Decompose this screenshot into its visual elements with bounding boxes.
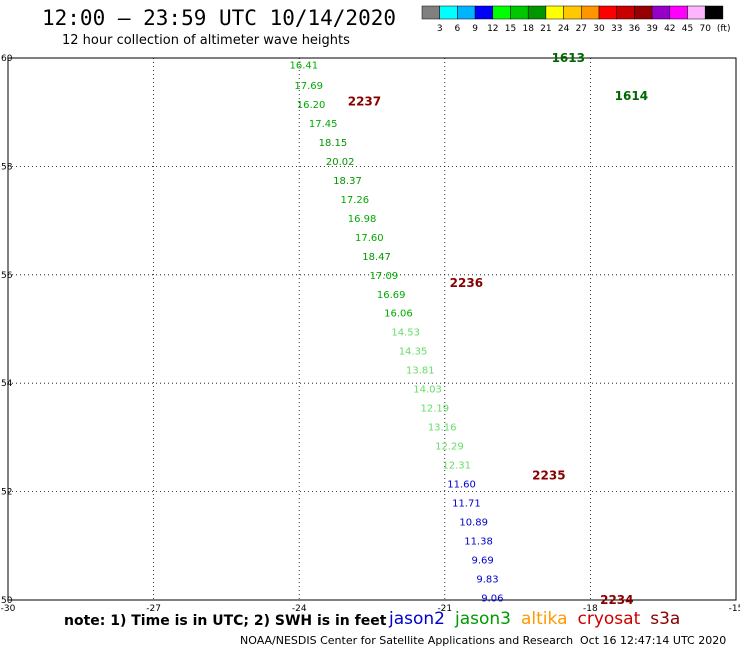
swh-data-label: 16.06 xyxy=(384,309,413,320)
chart-subtitle: 12 hour collection of altimeter wave hei… xyxy=(62,33,350,48)
colorbar-swatch xyxy=(581,5,600,20)
colorbar-swatch xyxy=(457,5,476,20)
colorbar-tick-label: 6 xyxy=(455,24,461,34)
swh-data-label: 17.45 xyxy=(309,119,338,130)
colorbar-tick-label: 36 xyxy=(629,24,641,34)
colorbar-swatch xyxy=(704,5,724,20)
swh-data-label: 11.38 xyxy=(464,536,493,547)
colorbar-swatch xyxy=(669,5,688,20)
legend-entry-cryosat: cryosat xyxy=(577,609,641,629)
pass-time-label: 2237 xyxy=(348,94,381,108)
swh-data-label: 13.81 xyxy=(406,366,435,377)
colorbar-tick-label: 18 xyxy=(522,24,534,34)
x-tick-label: -21 xyxy=(437,604,452,614)
y-tick-label: 58 xyxy=(1,162,13,172)
footer-note: note: 1) Time is in UTC; 2) SWH is in fe… xyxy=(64,613,387,629)
swh-data-label: 17.26 xyxy=(340,195,369,206)
legend-entry-jason3: jason3 xyxy=(455,609,511,629)
swh-data-label: 12.31 xyxy=(442,461,471,472)
colorbar-tick-label: 39 xyxy=(646,24,658,34)
legend-entry-altika: altika xyxy=(521,609,568,629)
colorbar-swatch xyxy=(492,5,511,20)
colorbar-tick-label: 24 xyxy=(558,24,570,34)
swh-data-label: 16.41 xyxy=(289,61,318,72)
y-tick-label: 54 xyxy=(1,379,13,389)
colorbar-tick-label: 30 xyxy=(593,24,605,34)
swh-data-label: 16.20 xyxy=(297,100,326,111)
pass-time-label: 1614 xyxy=(615,89,648,103)
footer-timestamp: Oct 16 12:47:14 UTC 2020 xyxy=(580,634,727,647)
footer-center: NOAA/NESDIS Center for Satellite Applica… xyxy=(240,634,574,647)
swh-data-label: 10.89 xyxy=(459,517,488,528)
legend-entry-s3a: s3a xyxy=(650,609,681,629)
colorbar-swatch xyxy=(439,5,458,20)
swh-data-label: 14.03 xyxy=(413,385,442,396)
chart-title: 12:00 – 23:59 UTC 10/14/2020 xyxy=(42,6,397,30)
pass-time-label: 1613 xyxy=(552,51,585,65)
swh-data-label: 14.35 xyxy=(399,347,428,358)
colorbar-tick-label: 42 xyxy=(664,24,675,34)
swh-data-label: 12.29 xyxy=(435,442,464,453)
colorbar-swatch xyxy=(474,5,494,20)
swh-data-label: 17.60 xyxy=(355,233,384,244)
colorbar-swatch xyxy=(527,5,547,20)
plot-frame xyxy=(7,57,737,601)
colorbar-tick-label: 12 xyxy=(487,24,498,34)
colorbar-tick-label: 15 xyxy=(505,24,516,34)
swh-data-label: 18.15 xyxy=(319,138,348,149)
swh-data-label: 12.19 xyxy=(421,404,450,415)
colorbar-unit: (ft) xyxy=(717,24,731,34)
y-tick-label: 56 xyxy=(1,271,13,281)
colorbar-swatch xyxy=(510,5,529,20)
swh-data-label: 9.83 xyxy=(476,574,498,585)
pass-time-label: 2236 xyxy=(450,276,483,290)
swh-data-label: 18.37 xyxy=(333,176,362,187)
x-tick-label: -27 xyxy=(146,604,161,614)
swh-data-label: 11.60 xyxy=(447,479,476,490)
colorbar-tick-label: 45 xyxy=(682,24,693,34)
swh-data-label: 11.71 xyxy=(452,498,481,509)
swh-data-label: 9.06 xyxy=(481,593,503,604)
colorbar-swatch xyxy=(598,5,617,20)
swh-data-label: 17.09 xyxy=(370,271,399,282)
pass-time-label: 2235 xyxy=(532,468,565,482)
x-tick-label: -15 xyxy=(729,604,740,614)
swh-data-label: 18.47 xyxy=(362,252,391,263)
x-tick-label: -30 xyxy=(1,604,16,614)
swh-data-label: 16.69 xyxy=(377,290,406,301)
swh-data-label: 20.02 xyxy=(326,157,355,168)
y-tick-label: 52 xyxy=(1,488,12,498)
colorbar-swatch xyxy=(634,5,653,20)
y-tick-label: 60 xyxy=(1,54,13,64)
colorbar-swatch xyxy=(545,5,564,20)
colorbar-tick-label: 70 xyxy=(699,24,711,34)
legend-entry-jason2: jason2 xyxy=(389,609,445,629)
colorbar-swatch xyxy=(421,5,440,20)
swh-data-label: 17.69 xyxy=(294,81,323,92)
x-tick-label: -24 xyxy=(292,604,307,614)
swh-data-label: 16.98 xyxy=(348,214,377,225)
colorbar-tick-label: 21 xyxy=(540,24,551,34)
x-tick-label: -18 xyxy=(583,604,598,614)
swh-data-label: 13.16 xyxy=(428,423,457,434)
colorbar-tick-label: 27 xyxy=(576,24,587,34)
colorbar-swatch xyxy=(687,5,706,20)
colorbar-tick-label: 3 xyxy=(437,24,443,34)
colorbar-swatch xyxy=(651,5,671,20)
colorbar-swatch xyxy=(563,5,582,20)
pass-time-label: 2234 xyxy=(600,593,633,607)
swh-data-label: 14.53 xyxy=(391,328,420,339)
swh-data-label: 9.69 xyxy=(471,555,493,566)
colorbar-tick-label: 33 xyxy=(611,24,622,34)
colorbar-tick-label: 9 xyxy=(472,24,478,34)
satellite-legend: jason2 jason3 altika cryosat s3a xyxy=(389,609,690,629)
y-tick-label: 50 xyxy=(1,596,13,606)
colorbar-swatch xyxy=(616,5,635,20)
